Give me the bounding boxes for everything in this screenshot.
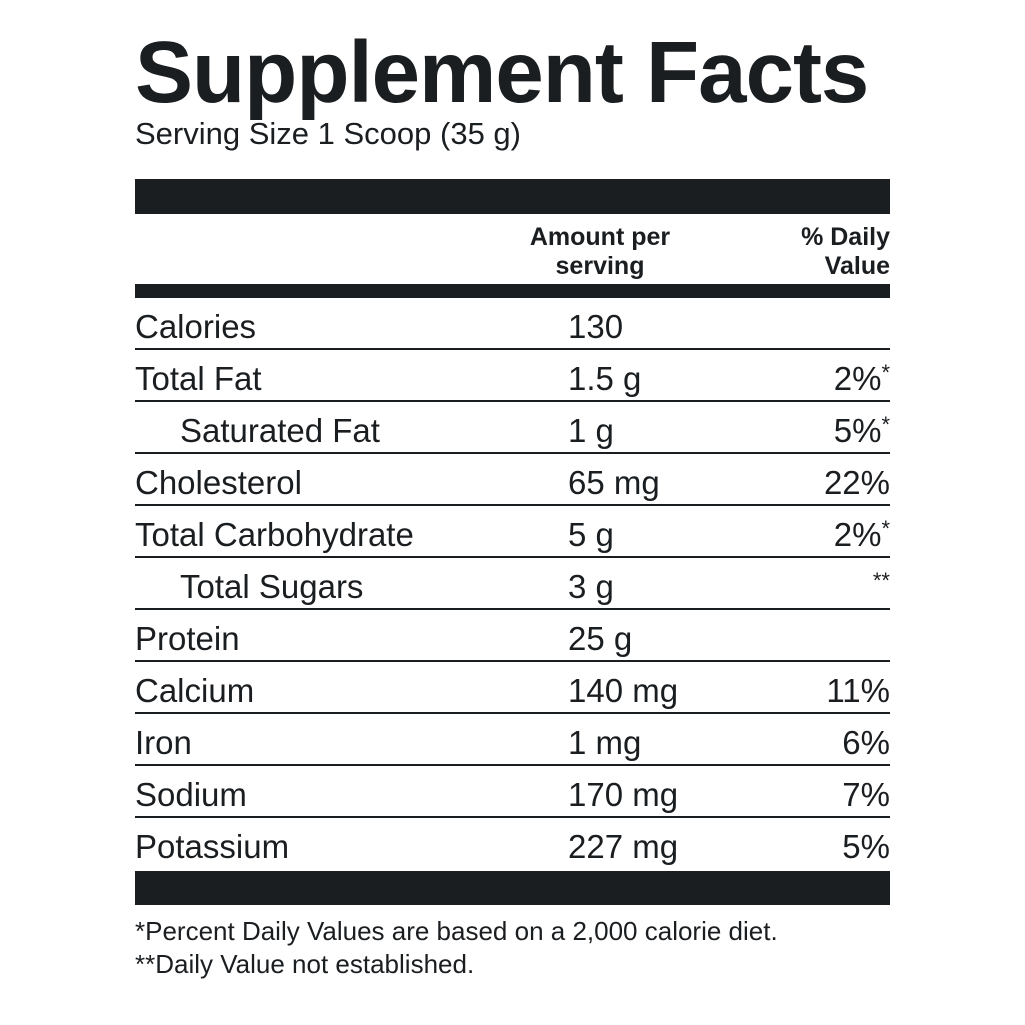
label-title: Supplement Facts	[135, 24, 869, 121]
amount-header-line1: Amount per	[529, 223, 671, 251]
nutrient-amount: 25 g	[568, 620, 633, 657]
nutrient-name: Calories	[135, 308, 257, 345]
table-row: Calories 130	[135, 298, 890, 350]
amount-header-line2: serving	[555, 252, 645, 280]
nutrient-amount: 227 mg	[568, 828, 679, 865]
table-row: Potassium 227 mg 5%	[135, 818, 890, 870]
table-row: Total Sugars 3 g **	[135, 558, 890, 610]
nutrient-name: Protein	[135, 620, 240, 657]
table-row: Cholesterol 65 mg 22%	[135, 454, 890, 506]
nutrient-amount: 130	[568, 308, 624, 345]
nutrient-daily-value: 22%	[823, 464, 890, 501]
bottom-thick-bar	[135, 871, 890, 905]
amount-per-serving-header: Amount per serving	[515, 223, 685, 281]
nutrient-daily-value: 2%*	[833, 360, 890, 397]
supplement-facts-label: Supplement Facts Serving Size 1 Scoop (3…	[135, 24, 890, 979]
nutrient-daily-value: 2%*	[833, 516, 890, 553]
footnotes: *Percent Daily Values are based on a 2,0…	[135, 915, 895, 981]
dv-header-line1: % Daily	[801, 223, 890, 251]
nutrient-amount: 1 mg	[568, 724, 642, 761]
nutrient-amount: 5 g	[568, 516, 614, 553]
nutrient-amount: 1 g	[568, 412, 614, 449]
dv-header-line2: Value	[824, 252, 890, 280]
nutrient-daily-value: **	[872, 568, 890, 593]
nutrient-amount: 170 mg	[568, 776, 679, 813]
nutrient-daily-value: 5%	[842, 828, 890, 865]
table-row: Calcium 140 mg 11%	[135, 662, 890, 714]
table-row: Protein 25 g	[135, 610, 890, 662]
nutrient-name: Calcium	[135, 672, 255, 709]
top-thick-bar	[135, 179, 890, 214]
nutrient-name: Cholesterol	[135, 464, 302, 501]
nutrient-name: Saturated Fat	[180, 412, 380, 449]
nutrient-daily-value: 5%*	[833, 412, 890, 449]
nutrient-name: Total Sugars	[180, 568, 364, 605]
nutrient-daily-value: 7%	[842, 776, 890, 813]
serving-size: Serving Size 1 Scoop (35 g)	[135, 116, 521, 151]
nutrient-daily-value: 6%	[842, 724, 890, 761]
table-row: Total Carbohydrate 5 g 2%*	[135, 506, 890, 558]
nutrient-amount: 140 mg	[568, 672, 679, 709]
nutrient-amount: 3 g	[568, 568, 614, 605]
header-divider-bar	[135, 284, 890, 298]
table-row: Total Fat 1.5 g 2%*	[135, 350, 890, 402]
nutrient-amount: 65 mg	[568, 464, 660, 501]
table-row: Sodium 170 mg 7%	[135, 766, 890, 818]
nutrient-amount: 1.5 g	[568, 360, 642, 397]
table-header: Amount per serving % Daily Value	[135, 223, 890, 281]
nutrient-rows: Calories 130 Total Fat 1.5 g 2%* Saturat…	[135, 298, 890, 870]
nutrient-name: Total Carbohydrate	[135, 516, 414, 553]
nutrient-name: Iron	[135, 724, 192, 761]
nutrient-name: Potassium	[135, 828, 290, 865]
footnote-not-established: **Daily Value not established.	[135, 949, 475, 979]
nutrient-name: Sodium	[135, 776, 247, 813]
nutrient-name: Total Fat	[135, 360, 262, 397]
table-row: Iron 1 mg 6%	[135, 714, 890, 766]
table-row: Saturated Fat 1 g 5%*	[135, 402, 890, 454]
nutrient-daily-value: 11%	[826, 672, 890, 709]
footnote-daily-values: *Percent Daily Values are based on a 2,0…	[135, 916, 778, 946]
daily-value-header: % Daily Value	[760, 223, 890, 281]
